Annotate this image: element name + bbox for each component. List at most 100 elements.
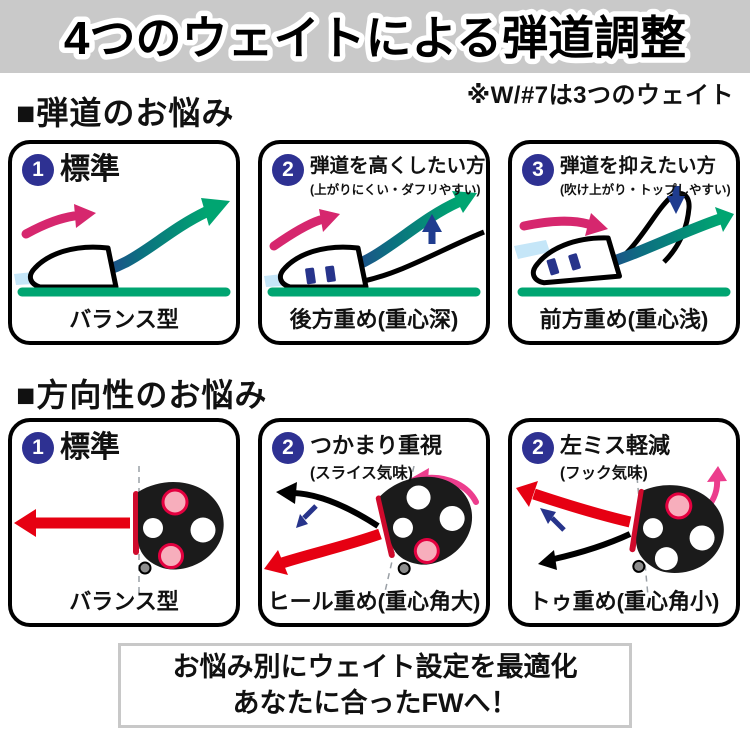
direction-fade-graphic [516, 466, 727, 596]
weight-port-white [143, 518, 163, 538]
panel-title: 弾道を抑えたい方 [560, 155, 717, 177]
weight-port-pink [665, 492, 693, 520]
club-head-group [530, 235, 622, 286]
shot-direction-arrow [532, 488, 632, 528]
weight-port-white [654, 547, 678, 571]
weight-insert [568, 253, 581, 271]
section-heading-direction: ■方向性のお悩み [16, 377, 268, 413]
correction-arrowhead [540, 508, 556, 524]
panel-direction-draw: 2 つかまり重視 (スライス気味) [258, 418, 490, 627]
panel-trajectory-higher: 2 弾道を高くしたい方 (上がりにくい・ダフリやすい) 後方重め(重心深) [258, 140, 490, 345]
number-badge: 1 [22, 154, 54, 186]
direction-draw-graphic [264, 466, 479, 596]
trajectory-lower-graphic [514, 186, 734, 297]
previous-trajectory-line [363, 229, 485, 284]
trajectory-higher-graphic [264, 191, 485, 297]
title-band: 4つのウェイトによる弾道調整 [0, 0, 750, 73]
club-head-side [277, 244, 369, 290]
correction-arrowhead [296, 514, 308, 528]
trajectory-standard-graphic [14, 198, 231, 297]
club-head-top [380, 476, 473, 565]
shot-direction-arrowhead [516, 481, 538, 507]
weight-insert [546, 258, 560, 276]
swing-path-arrowhead [74, 204, 96, 228]
hosel [138, 561, 152, 575]
weight-insert [305, 267, 316, 285]
trajectory-panel-row: 1 標準 バランス型 2 弾道を高くしたい方 (上がりにくい・ダフリやすい) [8, 140, 742, 345]
panel-title: 弾道を高くしたい方 [310, 155, 486, 177]
swing-path-arrow [21, 211, 79, 239]
weight-port-white [406, 485, 431, 510]
club-face-edge [629, 488, 645, 553]
panel-subtitle: (上がりにくい・ダフリやすい) [310, 183, 481, 198]
miss-curve-arrowhead [276, 482, 297, 504]
swing-path-arrowhead [585, 213, 608, 236]
panel-subtitle: (スライス気味) [310, 465, 413, 483]
number-badge: 2 [272, 432, 304, 464]
number-badge: 3 [522, 154, 554, 186]
panel-title: 標準 [60, 431, 120, 464]
panel-header: 2 弾道を高くしたい方 (上がりにくい・ダフリやすい) [272, 152, 486, 198]
weight-port-white [689, 525, 715, 551]
section-heading-trajectory: ■弾道のお悩み [16, 95, 235, 131]
panel-title: 左ミス軽減 [560, 433, 671, 458]
hosel [632, 559, 646, 573]
weight-port-white [439, 505, 465, 531]
panel-header: 1 標準 [22, 152, 120, 188]
weight-port-white [392, 517, 413, 538]
weight-port-pink [158, 543, 184, 569]
panel-trajectory-lower: 3 弾道を抑えたい方 (吹け上がり・トップしやすい) [508, 140, 740, 345]
panel-header: 1 標準 [22, 430, 120, 466]
number-badge: 1 [22, 432, 54, 464]
miss-curve-arrow [293, 490, 380, 529]
footer-line-1: お悩み別にウェイト設定を最適化 [172, 652, 578, 683]
club-head-group [629, 485, 724, 573]
miss-curve-arrow [553, 531, 632, 562]
footer-line-2: あなたに合ったFWへ！ [232, 687, 518, 718]
shot-direction-arrowhead [14, 509, 36, 537]
panel-direction-standard: 1 標準 バランス型 [8, 418, 240, 627]
direction-panel-row: 1 標準 バランス型 2 つかまり重視 (スライス気味) [8, 418, 742, 627]
number-badge: 2 [522, 432, 554, 464]
panel-caption: ヒール重め(重心角大) [267, 589, 481, 614]
title-graphic: 4つのウェイトによる弾道調整 [58, 7, 691, 70]
panel-header: 2 左ミス軽減 (フック気味) [522, 430, 670, 483]
weight-port-white [642, 518, 663, 539]
turf-spray [514, 240, 550, 259]
panel-title: 標準 [60, 153, 120, 186]
weight-port-white [190, 517, 216, 543]
club-head-top [138, 482, 224, 570]
weight-insert [325, 265, 336, 283]
ball-trajectory-arrowhead [452, 191, 477, 213]
club-head-group [375, 476, 473, 576]
miss-curve-arrowhead [538, 550, 557, 570]
panel-caption: バランス型 [69, 589, 179, 614]
panel-direction-fade: 2 左ミス軽減 (フック気味) [508, 418, 740, 627]
main-title: 4つのウェイトによる弾道調整 [64, 12, 686, 64]
height-up-arrowhead [422, 214, 442, 232]
panel-caption: 前方重め(重心浅) [539, 307, 709, 332]
number-badge: 2 [272, 154, 304, 186]
panel-header: 2 つかまり重視 (スライス気味) [272, 430, 442, 483]
swing-path-arrow [519, 216, 593, 231]
panel-header: 3 弾道を抑えたい方 (吹け上がり・トップしやすい) [522, 152, 731, 198]
panel-caption: 後方重め(重心深) [289, 307, 459, 332]
shot-direction-arrow [280, 528, 382, 569]
footer-summary-box: お悩み別にウェイト設定を最適化 あなたに合ったFWへ！ [118, 643, 632, 728]
panel-title: つかまり重視 [310, 433, 443, 458]
correction-arrow [302, 504, 318, 520]
panel-caption: トゥ重め(重心角小) [528, 589, 720, 614]
hosel [397, 562, 411, 576]
direction-standard-graphic [14, 466, 224, 596]
correction-arrow [550, 516, 566, 532]
club-face-edge [375, 495, 395, 558]
panel-caption: バランス型 [69, 307, 179, 332]
weight-port-pink [413, 538, 440, 565]
panel-trajectory-standard: 1 標準 バランス型 [8, 140, 240, 345]
shot-direction-arrowhead [264, 550, 288, 575]
panel-subtitle: (吹け上がり・トップしやすい) [560, 183, 731, 198]
panel-subtitle: (フック気味) [560, 465, 648, 483]
weight-count-note: ※W/#7は3つのウェイト [466, 82, 734, 109]
rotation-arrowhead [707, 466, 727, 482]
ball-trajectory-arrowhead [715, 207, 734, 232]
